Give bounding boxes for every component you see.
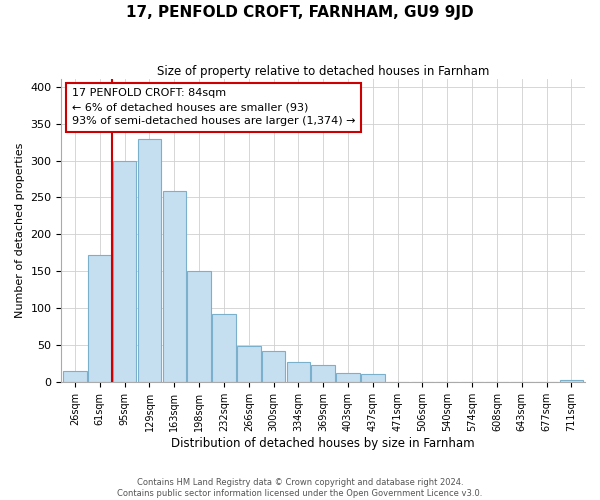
Bar xyxy=(560,380,583,382)
Text: Contains HM Land Registry data © Crown copyright and database right 2024.
Contai: Contains HM Land Registry data © Crown c… xyxy=(118,478,482,498)
Bar xyxy=(287,362,310,382)
Bar xyxy=(212,314,236,382)
Bar xyxy=(361,374,385,382)
Bar xyxy=(113,160,136,382)
Y-axis label: Number of detached properties: Number of detached properties xyxy=(15,143,25,318)
Bar xyxy=(187,270,211,382)
Bar xyxy=(336,372,360,382)
Text: 17 PENFOLD CROFT: 84sqm
← 6% of detached houses are smaller (93)
93% of semi-det: 17 PENFOLD CROFT: 84sqm ← 6% of detached… xyxy=(72,88,355,126)
Bar xyxy=(138,139,161,382)
Bar xyxy=(311,366,335,382)
Bar xyxy=(237,346,260,383)
Bar xyxy=(163,191,186,382)
Bar xyxy=(63,372,87,382)
Title: Size of property relative to detached houses in Farnham: Size of property relative to detached ho… xyxy=(157,65,490,78)
Bar xyxy=(88,255,112,382)
Bar xyxy=(262,352,286,382)
Text: 17, PENFOLD CROFT, FARNHAM, GU9 9JD: 17, PENFOLD CROFT, FARNHAM, GU9 9JD xyxy=(126,5,474,20)
X-axis label: Distribution of detached houses by size in Farnham: Distribution of detached houses by size … xyxy=(172,437,475,450)
